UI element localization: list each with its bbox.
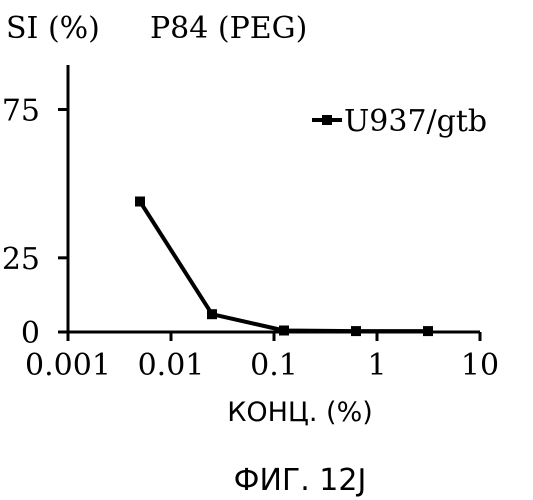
legend-label: U937/gtb — [344, 104, 487, 139]
legend: U937/gtb — [312, 104, 487, 139]
data-point — [279, 326, 289, 336]
x-tick-label: 0.001 — [25, 348, 111, 383]
data-point — [135, 197, 145, 207]
data-point — [207, 309, 217, 319]
figure-caption: ФИГ. 12J — [234, 463, 367, 498]
data-point — [351, 326, 361, 336]
x-axis-label: КОНЦ. (%) — [227, 397, 373, 428]
series-line — [140, 202, 428, 332]
y-tick-label: 0 — [21, 316, 40, 351]
x-tick-label: 1 — [367, 348, 386, 383]
series — [135, 197, 433, 337]
x-tick-label: 0.1 — [250, 348, 298, 383]
legend-marker — [322, 115, 332, 125]
y-tick-label: 75 — [2, 94, 40, 129]
x-tick-label: 0.01 — [138, 348, 205, 383]
data-point — [423, 326, 433, 336]
x-tick-label: 10 — [461, 348, 499, 383]
y-tick-label: 25 — [2, 242, 40, 277]
y-axis-label: SI (%) — [6, 11, 100, 46]
chart-title: P84 (PEG) — [150, 11, 307, 46]
